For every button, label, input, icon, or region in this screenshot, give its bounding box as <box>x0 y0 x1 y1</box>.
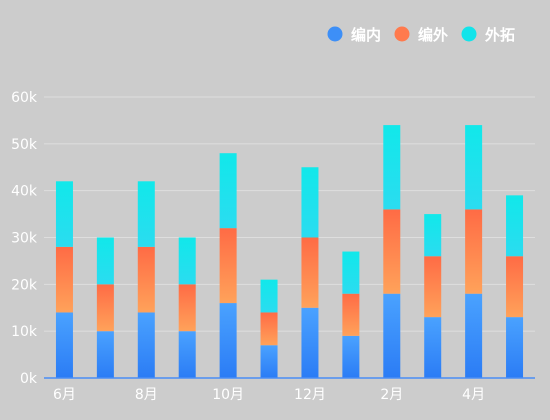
x-axis-tick-labels: 6月 8月 10月 12月 2月 4月 <box>53 387 485 403</box>
bar-segment-编内[interactable] <box>506 317 524 378</box>
bar-segment-编外[interactable] <box>219 228 237 304</box>
bar-segment-编内[interactable] <box>55 312 73 378</box>
x-tick-label: 6月 <box>53 387 76 403</box>
bar-segment-编内[interactable] <box>219 303 237 378</box>
bar-stack[interactable] <box>342 251 360 378</box>
legend-swatch <box>461 26 477 42</box>
bar-segment-编外[interactable] <box>342 293 360 336</box>
bar-segment-编外[interactable] <box>96 284 114 332</box>
bar-segment-外拓[interactable] <box>219 153 237 229</box>
bar-segment-外拓[interactable] <box>137 181 155 247</box>
bar-segment-编外[interactable] <box>137 246 155 313</box>
grid-lines <box>44 96 535 332</box>
bar-segment-外拓[interactable] <box>260 279 278 313</box>
bar-segment-编外[interactable] <box>506 256 524 318</box>
y-tick-label: 60k <box>11 90 38 106</box>
bar-segment-编内[interactable] <box>178 331 196 378</box>
bar-segment-编内[interactable] <box>260 345 278 378</box>
bar-stack[interactable] <box>383 125 401 378</box>
bar-segment-编内[interactable] <box>96 331 114 378</box>
legend-item[interactable]: 编内 <box>327 26 382 44</box>
legend-label: 编内 <box>351 26 381 44</box>
bar-segment-编外[interactable] <box>383 209 401 294</box>
bar-stack[interactable] <box>506 195 524 378</box>
y-tick-label: 40k <box>11 184 38 200</box>
legend-item[interactable]: 外拓 <box>461 26 516 44</box>
y-tick-label: 10k <box>11 324 38 340</box>
legend-label: 编外 <box>418 26 448 44</box>
x-tick-label: 2月 <box>380 387 403 403</box>
bar-stack[interactable] <box>219 153 237 378</box>
legend-swatch <box>327 26 343 42</box>
bar-segment-编外[interactable] <box>301 237 319 308</box>
bar-segment-外拓[interactable] <box>55 181 73 247</box>
bar-segment-编外[interactable] <box>55 246 73 313</box>
bar-segment-编内[interactable] <box>137 312 155 378</box>
bar-stack[interactable] <box>137 181 155 378</box>
x-tick-label: 10月 <box>212 387 244 403</box>
bar-segment-编内[interactable] <box>465 293 483 378</box>
y-tick-label: 0k <box>20 371 38 387</box>
bar-stack[interactable] <box>178 237 196 379</box>
bar-segment-外拓[interactable] <box>96 237 114 285</box>
bar-segment-外拓[interactable] <box>301 167 319 238</box>
y-tick-label: 20k <box>11 277 38 293</box>
bar-segment-外拓[interactable] <box>178 237 196 285</box>
y-axis-tick-labels: 0k 10k 20k 30k 40k 50k 60k <box>11 90 38 387</box>
bar-segment-外拓[interactable] <box>465 125 483 210</box>
bar-stack[interactable] <box>301 167 319 378</box>
y-tick-label: 50k <box>11 137 38 153</box>
bar-segment-编内[interactable] <box>424 317 442 378</box>
bar-segment-外拓[interactable] <box>383 125 401 210</box>
x-tick-label: 4月 <box>462 387 485 403</box>
y-tick-label: 30k <box>11 231 38 247</box>
bar-segment-外拓[interactable] <box>506 195 524 257</box>
bar-stack[interactable] <box>260 279 278 378</box>
legend[interactable]: 编内 编外 外拓 <box>327 26 516 44</box>
bar-segment-外拓[interactable] <box>342 251 360 294</box>
bar-segment-编内[interactable] <box>301 307 319 378</box>
legend-swatch <box>394 26 410 42</box>
bar-segment-编外[interactable] <box>424 256 442 318</box>
bar-series <box>55 125 524 379</box>
bar-segment-编外[interactable] <box>178 284 196 332</box>
bar-segment-编外[interactable] <box>260 312 278 346</box>
bar-segment-外拓[interactable] <box>424 214 442 257</box>
bar-stack[interactable] <box>96 237 114 379</box>
bar-stack[interactable] <box>424 214 442 378</box>
bar-segment-编内[interactable] <box>342 335 360 378</box>
x-tick-label: 12月 <box>294 387 326 403</box>
bar-segment-编内[interactable] <box>383 293 401 378</box>
bar-segment-编外[interactable] <box>465 209 483 294</box>
legend-label: 外拓 <box>484 26 515 44</box>
bar-stack[interactable] <box>55 181 73 378</box>
x-tick-label: 8月 <box>135 387 158 403</box>
bar-stack[interactable] <box>465 125 483 378</box>
legend-item[interactable]: 编外 <box>394 26 449 44</box>
